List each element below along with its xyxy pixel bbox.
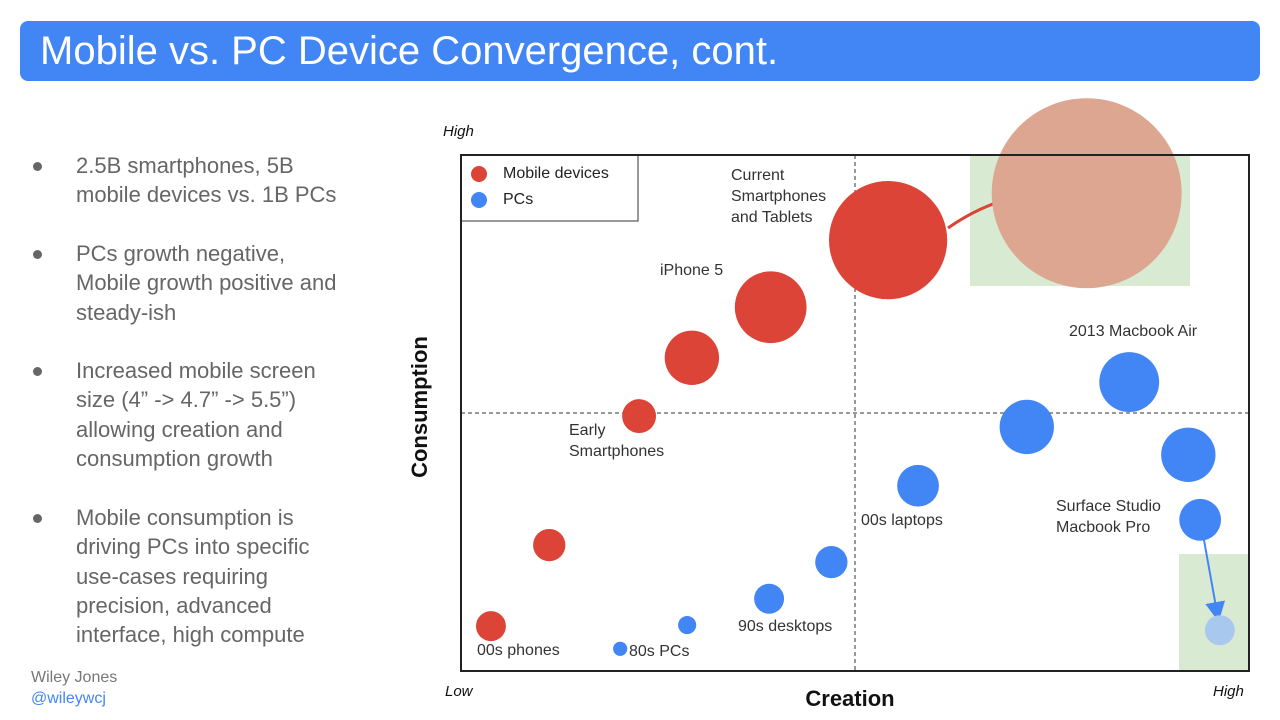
bullet-text: size (4” -> 4.7” -> 5.5”): [76, 387, 297, 413]
annotation: 2013 Macbook Air: [1069, 323, 1198, 340]
annotation: and Tablets: [731, 209, 813, 226]
bubble: [815, 545, 848, 579]
bubble: [754, 583, 785, 614]
annotation: 00s laptops: [861, 512, 943, 529]
legend-swatch: [471, 166, 487, 182]
bullet-text: interface, high compute: [76, 622, 305, 648]
x-tick-label: High: [1213, 683, 1244, 700]
bubble: [613, 641, 628, 656]
annotation: Surface Studio: [1056, 498, 1161, 515]
bubble: [475, 611, 506, 642]
bullet-text: use-cases requiring: [76, 563, 268, 589]
slide-title: Mobile vs. PC Device Convergence, cont.: [40, 29, 779, 73]
bullet-text: precision, advanced: [76, 592, 272, 618]
annotation: Early: [569, 422, 605, 439]
bubble: [999, 399, 1054, 455]
bubble: [664, 330, 720, 385]
bubble: [828, 181, 948, 300]
x-axis-title: Creation: [805, 686, 894, 711]
bullet-text: mobile devices vs. 1B PCs: [76, 182, 337, 208]
bullet-text: PCs growth negative,: [76, 241, 286, 266]
legend-label: PCs: [503, 191, 533, 208]
bullet-dot: [33, 250, 42, 259]
bubble: [734, 271, 807, 344]
plot-frame: [460, 154, 1250, 672]
bullet-text: Mobile growth positive and: [76, 270, 337, 296]
highlight-zone: [1179, 554, 1249, 671]
annotation: Macbook Pro: [1056, 519, 1150, 536]
annotation: Current: [731, 167, 785, 184]
bubble: [897, 464, 939, 507]
legend-box: [460, 154, 639, 222]
annotation: 80s PCs: [629, 643, 689, 660]
bullet-dot: [33, 514, 42, 523]
annotation: iPhone 5: [660, 262, 723, 279]
x-tick-label: Low: [445, 683, 474, 700]
bullet-text: Increased mobile screen: [76, 358, 316, 383]
annotation: Smartphones: [731, 188, 826, 205]
bubble: [1204, 615, 1235, 646]
bubble: [1099, 352, 1160, 412]
author: Wiley Jones: [31, 669, 118, 686]
title-bar: Mobile vs. PC Device Convergence, cont.: [20, 21, 1260, 81]
bubble: [622, 399, 657, 434]
y-tick-label: High: [443, 123, 474, 140]
annotation: 00s phones: [477, 642, 560, 659]
bullet-text: allowing creation and: [76, 416, 283, 442]
legend-swatch: [471, 192, 487, 208]
bullet-text: 2.5B smartphones, 5B: [76, 153, 294, 178]
bubble: [1179, 498, 1222, 541]
bullet-text: steady-ish: [76, 299, 177, 325]
bullet-text: Mobile consumption is: [76, 505, 294, 530]
bubble: [1161, 427, 1216, 482]
legend-label: Mobile devices: [503, 165, 609, 182]
bubble: [991, 98, 1182, 289]
y-axis-title: Consumption: [407, 336, 432, 478]
bullet-text: driving PCs into specific: [76, 534, 310, 560]
annotation: Smartphones: [569, 443, 664, 460]
bubble: [533, 528, 566, 562]
trend-arrow: [1203, 539, 1226, 622]
bullet-text: consumption growth: [76, 445, 273, 471]
bullet-dot: [33, 367, 42, 376]
annotation: 90s desktops: [738, 618, 832, 635]
handle: @wileywcj: [31, 690, 106, 707]
bubble: [678, 616, 697, 635]
bullet-dot: [33, 162, 42, 171]
